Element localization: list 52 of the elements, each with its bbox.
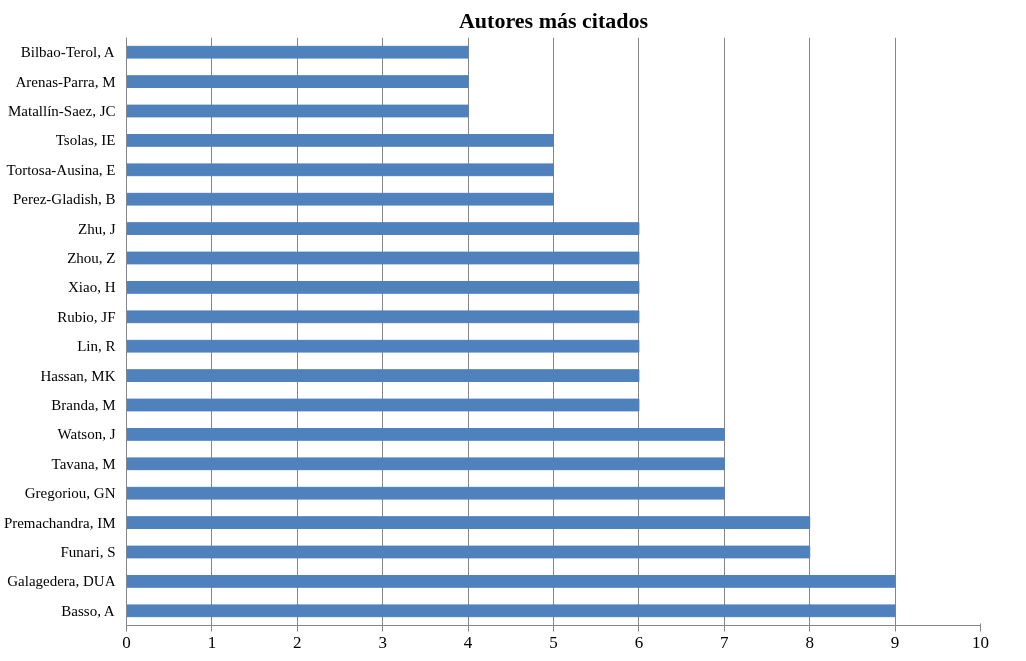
x-tick-label: 2 bbox=[293, 632, 302, 652]
y-tick-label: Rubio, JF bbox=[57, 308, 116, 325]
bar bbox=[126, 486, 725, 500]
y-tick-label: Arenas-Parra, M bbox=[15, 73, 116, 90]
x-tick-label: 4 bbox=[463, 632, 473, 652]
bar bbox=[126, 192, 554, 206]
x-tick-label: 7 bbox=[720, 632, 730, 652]
bar bbox=[126, 369, 640, 382]
y-tick-label: Galagedera, DUA bbox=[7, 573, 116, 590]
y-tick-label: Funari, S bbox=[60, 544, 116, 560]
y-tick-label: Bilbao-Terol, A bbox=[20, 44, 115, 61]
x-tick-label: 0 bbox=[122, 632, 131, 652]
chart-title: Autores más citados bbox=[458, 7, 649, 33]
y-tick-label: Branda, M bbox=[51, 397, 116, 413]
bar bbox=[126, 428, 725, 441]
bar bbox=[126, 516, 811, 529]
bar bbox=[126, 545, 811, 559]
bar bbox=[126, 222, 640, 235]
bar bbox=[126, 339, 640, 353]
bar bbox=[126, 281, 640, 294]
bar bbox=[126, 398, 640, 412]
bar bbox=[126, 75, 469, 88]
bar bbox=[126, 310, 640, 324]
bar bbox=[126, 575, 896, 588]
bar bbox=[126, 457, 725, 471]
bar bbox=[126, 104, 469, 118]
y-tick-label: Zhou, Z bbox=[67, 250, 116, 266]
x-tick-label: 3 bbox=[378, 632, 387, 652]
y-tick-label: Matallín-Saez, JC bbox=[8, 103, 116, 119]
y-tick-label: Tsolas, IE bbox=[55, 132, 116, 149]
y-tick-label: Gregoriou, GN bbox=[24, 485, 116, 502]
y-tick-label: Lin, R bbox=[77, 338, 116, 355]
x-tick-label: 8 bbox=[805, 632, 814, 652]
x-tick-label: 1 bbox=[207, 632, 217, 652]
y-tick-label: Basso, A bbox=[61, 602, 115, 619]
y-tick-label: Tortosa-Ausina, E bbox=[6, 161, 116, 178]
bar bbox=[126, 163, 554, 177]
x-tick-label: 9 bbox=[890, 632, 900, 652]
y-tick-label: Perez-Gladish, B bbox=[13, 191, 116, 208]
x-tick-label: 5 bbox=[549, 632, 558, 652]
y-tick-label: Watson, J bbox=[57, 426, 116, 443]
bar bbox=[126, 604, 896, 618]
y-tick-label: Zhu, J bbox=[78, 220, 116, 237]
y-tick-label: Hassan, MK bbox=[40, 367, 116, 384]
y-tick-label: Tavana, M bbox=[51, 455, 116, 472]
bar bbox=[126, 45, 469, 59]
x-tick-label: 10 bbox=[972, 632, 989, 652]
bar bbox=[126, 251, 640, 265]
y-tick-label: Xiao, H bbox=[68, 279, 116, 296]
bar bbox=[126, 134, 554, 147]
x-tick-label: 6 bbox=[634, 632, 644, 652]
y-tick-label: Premachandra, IM bbox=[3, 514, 116, 531]
